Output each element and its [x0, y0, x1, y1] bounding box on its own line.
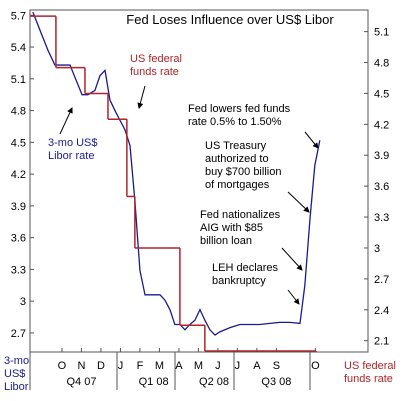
x-group-label: Q3 08 — [261, 376, 291, 388]
y2-tick-label: 2.7 — [374, 274, 389, 286]
annotation: AIG with $85 — [200, 222, 263, 234]
x-tick-label: M — [194, 360, 203, 372]
y2-axis-label: funds rate — [344, 373, 393, 385]
y2-axis-label: US federal — [344, 360, 396, 372]
x-tick-label: J — [215, 360, 221, 372]
y2-tick-label: 4.8 — [374, 58, 389, 70]
annotation: of mortgages — [205, 179, 270, 191]
x-tick-label: A — [253, 360, 261, 372]
annotation: Fed lowers fed funds — [188, 103, 291, 115]
y-tick-label: 2.7 — [11, 328, 26, 340]
annotation: buy $700 billion — [205, 166, 281, 178]
arrow — [287, 289, 300, 305]
y-tick-label: 4.2 — [11, 169, 26, 181]
y2-tick-label: 3.6 — [374, 181, 389, 193]
y-tick-label: 4.8 — [11, 106, 26, 118]
annotation: US federal — [130, 53, 182, 65]
x-tick-label: O — [311, 360, 320, 372]
x-tick-label: J — [235, 360, 241, 372]
y2-tick-label: 2.1 — [374, 336, 389, 348]
y2-tick-label: 5.1 — [374, 27, 389, 39]
annotation: US Treasury — [205, 140, 267, 152]
annotation: Libor rate — [48, 150, 94, 162]
x-group-label: Q4 07 — [66, 376, 96, 388]
annotation: billion loan — [200, 235, 252, 247]
x-tick-label: F — [137, 360, 144, 372]
x-tick-label: D — [97, 360, 105, 372]
y2-tick-label: 3.3 — [374, 212, 389, 224]
y-tick-label: 4.5 — [11, 137, 26, 149]
x-tick-label: N — [77, 360, 85, 372]
series-line — [32, 11, 321, 336]
annotation: authorized to — [205, 153, 269, 165]
y2-tick-label: 3 — [374, 243, 380, 255]
annotation: LEH declares — [212, 262, 279, 274]
y-tick-label: 5.7 — [11, 10, 26, 22]
y-tick-label: 3.3 — [11, 264, 26, 276]
annotation: rate 0.5% to 1.50% — [188, 116, 282, 128]
y-tick-label: 5.4 — [11, 42, 26, 54]
arrow — [287, 191, 310, 213]
y-tick-label: 3 — [20, 296, 26, 308]
y-axis-label: US$ — [4, 368, 25, 380]
y2-tick-label: 2.4 — [374, 305, 389, 317]
arrow — [137, 85, 146, 109]
x-group-label: Q2 08 — [199, 376, 229, 388]
x-tick-label: S — [273, 360, 280, 372]
annotation: funds rate — [130, 66, 179, 78]
x-tick-label: M — [155, 360, 164, 372]
y-tick-label: 5.1 — [11, 74, 26, 86]
arrow — [59, 107, 73, 135]
annotation: Fed nationalizes — [200, 209, 281, 221]
y2-tick-label: 4.5 — [374, 88, 389, 100]
x-tick-label: A — [175, 360, 183, 372]
y2-tick-label: 3.9 — [374, 150, 389, 162]
x-group-label: Q1 08 — [139, 376, 169, 388]
y2-tick-label: 4.2 — [374, 119, 389, 131]
x-tick-label: O — [58, 360, 67, 372]
plot-frame — [29, 9, 369, 353]
plot-area — [30, 11, 321, 352]
arrow — [304, 131, 319, 149]
y-axis-label: Libor — [4, 381, 29, 393]
chart-title: Fed Loses Influence over US$ Libor — [126, 12, 334, 27]
annotation: bankruptcy — [212, 275, 266, 287]
x-tick-label: J — [118, 360, 124, 372]
y-axis-label: 3-mo — [4, 355, 29, 367]
y-tick-label: 3.9 — [11, 201, 26, 213]
y-tick-label: 3.6 — [11, 233, 26, 245]
annotation: 3-mo US$ — [48, 137, 98, 149]
arrow — [281, 247, 303, 271]
